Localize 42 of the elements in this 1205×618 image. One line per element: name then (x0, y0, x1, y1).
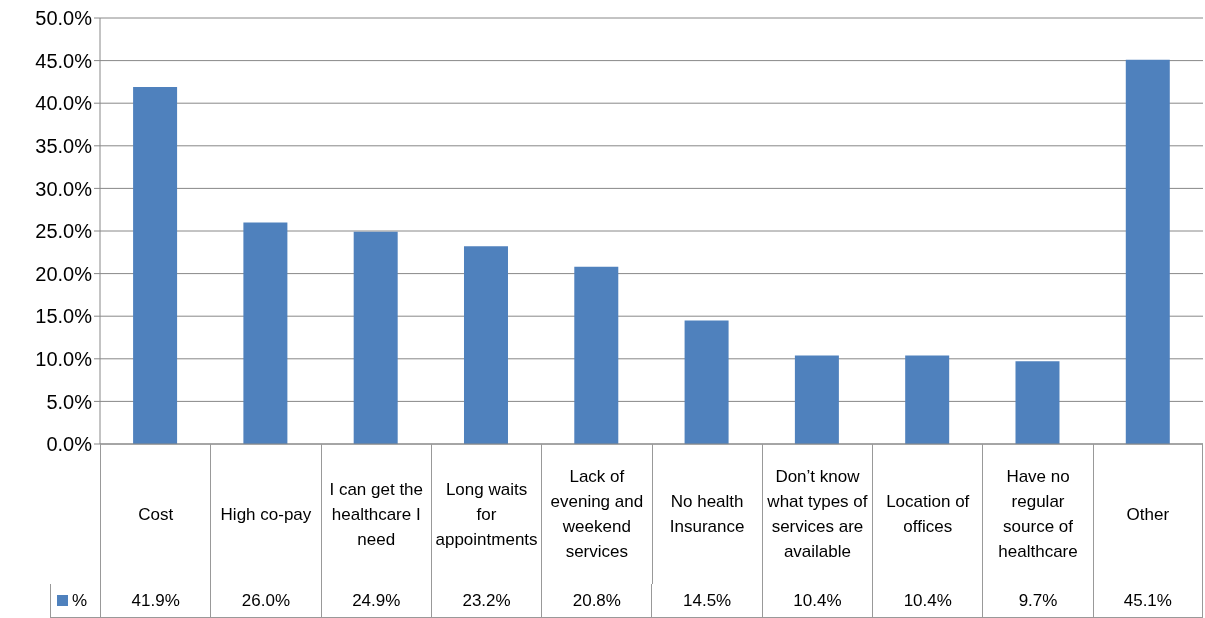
x-tick-label: Long waits for appointments (430, 444, 542, 584)
y-tick-label: 5.0% (46, 390, 93, 413)
data-label: 20.8% (541, 584, 652, 618)
x-tick-label: Cost (100, 444, 211, 584)
data-label: 26.0% (210, 584, 321, 618)
y-tick-label: 10.0% (35, 347, 93, 370)
y-tick-label: 35.0% (35, 134, 93, 157)
x-tick-label: Have no regular source of healthcare (982, 444, 1093, 584)
bar (463, 246, 508, 444)
data-label: 10.4% (872, 584, 983, 618)
x-tick-label: Lack of evening and weekend services (541, 444, 652, 584)
y-tick-label: 0.0% (46, 433, 93, 456)
bar (794, 355, 839, 444)
x-tick-label: I can get the healthcare I need (320, 444, 431, 584)
bar (684, 320, 729, 444)
x-tick-label: No health Insurance (651, 444, 762, 584)
x-tick-label: Other (1092, 444, 1203, 584)
data-label: 14.5% (651, 584, 762, 618)
y-tick-label: 20.0% (35, 262, 93, 285)
y-tick-label: 45.0% (35, 49, 93, 72)
legend-label: % (72, 590, 88, 611)
data-label: 45.1% (1092, 584, 1203, 618)
bar (243, 222, 288, 444)
bar (133, 87, 178, 444)
y-tick-label: 30.0% (35, 177, 93, 200)
data-label: 9.7% (982, 584, 1093, 618)
x-tick-label: Location of offices (872, 444, 983, 584)
bar (574, 266, 619, 444)
bar (905, 355, 950, 444)
y-tick-label: 40.0% (35, 92, 93, 115)
x-tick-label: High co-pay (210, 444, 321, 584)
data-label: 23.2% (430, 584, 542, 618)
bar (1125, 59, 1170, 444)
y-tick-label: 50.0% (35, 7, 93, 30)
y-tick-label: 15.0% (35, 305, 93, 328)
bar (1015, 361, 1060, 444)
x-tick-label: Don’t know what types of services are available (761, 444, 873, 584)
bar (353, 231, 398, 444)
data-label: 41.9% (100, 584, 211, 618)
data-label: 10.4% (761, 584, 873, 618)
data-label: 24.9% (320, 584, 431, 618)
y-tick-label: 25.0% (35, 220, 93, 243)
